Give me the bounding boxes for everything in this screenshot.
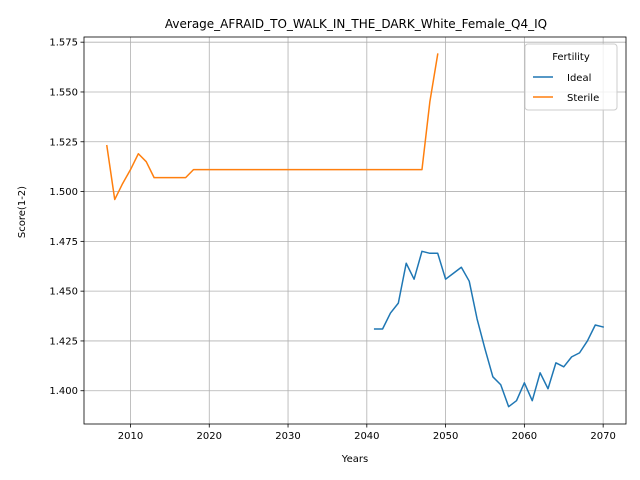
legend-label-ideal: Ideal — [567, 73, 591, 84]
y-tick-label: 1.500 — [49, 187, 78, 198]
x-tick-label: 2010 — [118, 431, 143, 442]
x-tick-label: 2060 — [512, 431, 537, 442]
x-tick-label: 2030 — [275, 431, 300, 442]
y-tick-label: 1.400 — [49, 386, 78, 397]
x-axis-label: Years — [341, 454, 368, 465]
y-tick-label: 1.425 — [49, 336, 78, 347]
x-tick-label: 2020 — [197, 431, 222, 442]
y-tick-label: 1.525 — [49, 137, 78, 148]
y-tick-label: 1.575 — [49, 38, 78, 49]
y-axis-label: Score(1-2) — [17, 186, 28, 238]
y-tick-label: 1.550 — [49, 87, 78, 98]
x-tick-label: 2050 — [433, 431, 458, 442]
legend-title: Fertility — [552, 52, 590, 63]
series-layer — [105, 53, 605, 408]
series-line-ideal — [373, 250, 605, 408]
y-tick-label: 1.450 — [49, 287, 78, 298]
legend: Fertility Ideal Sterile — [524, 43, 618, 111]
x-tick-label: 2070 — [590, 431, 615, 442]
y-tick-label: 1.475 — [49, 237, 78, 248]
x-tick-label: 2040 — [354, 431, 379, 442]
plot-frame — [83, 36, 627, 425]
ticks: 2010 2020 2030 2040 2050 2060 2070 1.400 1.425 1.… — [49, 38, 616, 442]
chart-title: Average_AFRAID_TO_WALK_IN_THE_DARK_White… — [165, 17, 547, 31]
grid — [84, 37, 626, 424]
legend-label-sterile: Sterile — [567, 93, 599, 104]
legend-box — [524, 43, 618, 111]
series-line-sterile — [105, 53, 439, 201]
